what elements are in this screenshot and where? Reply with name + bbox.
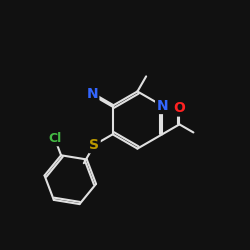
Text: N: N (156, 99, 168, 113)
Text: Cl: Cl (48, 132, 61, 145)
Text: O: O (174, 101, 185, 115)
Text: N: N (86, 87, 98, 101)
Text: S: S (89, 138, 99, 152)
